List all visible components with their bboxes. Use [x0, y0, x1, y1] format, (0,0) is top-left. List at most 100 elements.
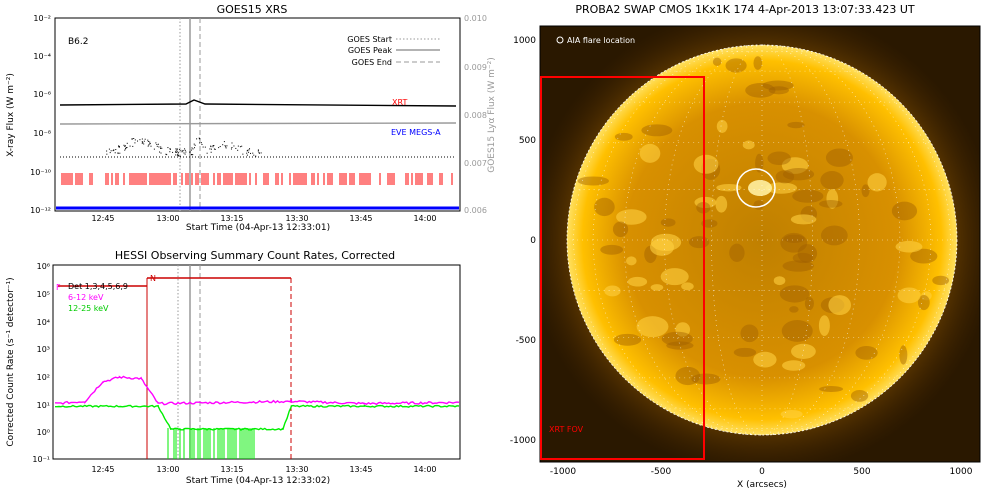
- goes-short-point: [231, 147, 233, 149]
- solar-feature: [797, 244, 818, 263]
- hessi-ytick: 10¹: [37, 401, 50, 410]
- xrt-coverage-bars: [61, 173, 453, 185]
- goes-short-point: [132, 145, 134, 147]
- goes-short-point: [193, 143, 195, 145]
- goes-short-point: [242, 153, 244, 155]
- goes-short-point: [177, 151, 179, 153]
- goes-ytick-right: 0.007: [464, 159, 487, 168]
- goes-short-point: [118, 146, 120, 148]
- goes-short-point: [189, 152, 191, 154]
- goes-short-point: [114, 152, 116, 154]
- solar-feature: [828, 295, 852, 316]
- goes-short-point: [246, 152, 248, 154]
- goes-short-point: [191, 154, 193, 156]
- goes-legend-peak: GOES Peak: [348, 46, 393, 55]
- hessi-12-25kev-curve: [55, 404, 460, 431]
- goes-short-point: [213, 148, 215, 150]
- swap-ytick: 500: [519, 136, 536, 146]
- goes-short-point: [202, 146, 204, 148]
- goes-short-point: [206, 152, 208, 154]
- goes-short-point: [178, 154, 180, 156]
- solar-feature: [616, 209, 647, 225]
- aia-legend-symbol: [556, 36, 564, 44]
- xrt-fov-label: XRT FOV: [549, 425, 584, 434]
- goes-short-point: [184, 153, 186, 155]
- goes-short-point: [112, 150, 114, 152]
- heliographic-grid: [567, 44, 957, 436]
- goes-short-point: [210, 151, 212, 153]
- goes-short-point: [126, 142, 128, 144]
- hessi-6-12kev-curve: [54, 375, 460, 406]
- goes-short-point: [129, 145, 131, 147]
- solar-feature: [666, 341, 694, 350]
- goes-short-point: [196, 138, 198, 140]
- goes-ytick-right: 0.006: [464, 206, 487, 215]
- solar-feature: [627, 276, 648, 287]
- solar-feature: [792, 252, 813, 264]
- goes-short-point: [141, 138, 143, 140]
- goes-eve-label: EVE MEGS-A: [391, 128, 441, 137]
- goes-short-point: [255, 155, 257, 157]
- solar-feature: [804, 296, 814, 311]
- goes-short-point: [166, 154, 168, 156]
- solar-feature: [594, 197, 615, 217]
- swap-ytick: -500: [516, 336, 537, 346]
- goes-short-point: [176, 154, 178, 156]
- goes-short-point: [210, 146, 212, 148]
- goes-short-point: [167, 147, 169, 149]
- solar-feature: [639, 143, 661, 163]
- solar-feature: [825, 148, 853, 167]
- goes-short-point: [219, 146, 221, 148]
- goes-short-point: [156, 144, 158, 146]
- goes-short-point: [108, 148, 110, 150]
- goes-short-point: [169, 151, 171, 153]
- solar-feature: [819, 200, 843, 208]
- solar-feature: [789, 306, 799, 313]
- hessi-y-ticks: 10⁶ 10⁵ 10⁴ 10³ 10² 10¹ 10⁰ 10⁻¹: [32, 262, 50, 464]
- goes-short-point: [133, 138, 135, 140]
- goes-short-point: [252, 152, 254, 154]
- goes-short-point: [214, 148, 216, 150]
- solar-feature: [861, 184, 870, 198]
- goes-short-point: [246, 154, 248, 156]
- longitude-line: [573, 44, 763, 436]
- goes-y-right-ticks: 0.010 0.009 0.008 0.007 0.006: [464, 14, 487, 215]
- goes-long-curve: [59, 99, 457, 107]
- goes-lya-curve: [59, 122, 457, 125]
- goes-short-point: [142, 142, 144, 144]
- goes-short-point: [149, 141, 151, 143]
- goes-short-point: [172, 151, 174, 153]
- solar-feature: [715, 195, 728, 213]
- solar-feature: [765, 182, 798, 194]
- goes-short-point: [241, 145, 243, 147]
- solar-feature: [641, 124, 673, 137]
- goes-short-point: [165, 153, 167, 155]
- goes-short-point: [110, 150, 112, 152]
- goes-short-point: [182, 150, 184, 152]
- solar-feature: [897, 287, 921, 304]
- goes-short-point: [198, 137, 200, 139]
- goes-short-point: [155, 142, 157, 144]
- active-regions: [577, 56, 950, 419]
- goes-short-point: [169, 149, 171, 151]
- goes-short-point: [150, 145, 152, 147]
- goes-short-point: [156, 145, 158, 147]
- hessi-flag-n: N: [150, 274, 156, 283]
- goes-short-point: [176, 149, 178, 151]
- solar-feature: [783, 234, 805, 243]
- solar-feature: [636, 316, 669, 338]
- solar-feature: [675, 322, 691, 337]
- goes-short-point: [147, 140, 149, 142]
- goes-short-point: [257, 149, 259, 151]
- goes-short-point: [131, 138, 133, 140]
- solar-feature: [791, 343, 816, 359]
- goes-short-point: [237, 149, 239, 151]
- goes-short-point: [201, 143, 203, 145]
- solar-feature: [660, 268, 689, 286]
- solar-feature: [767, 151, 791, 166]
- goes-short-point: [118, 146, 120, 148]
- goes-short-point: [248, 149, 250, 151]
- hessi-xtick: 13:45: [349, 465, 372, 474]
- goes-ytick-right: 0.008: [464, 111, 487, 120]
- solar-feature: [819, 385, 844, 393]
